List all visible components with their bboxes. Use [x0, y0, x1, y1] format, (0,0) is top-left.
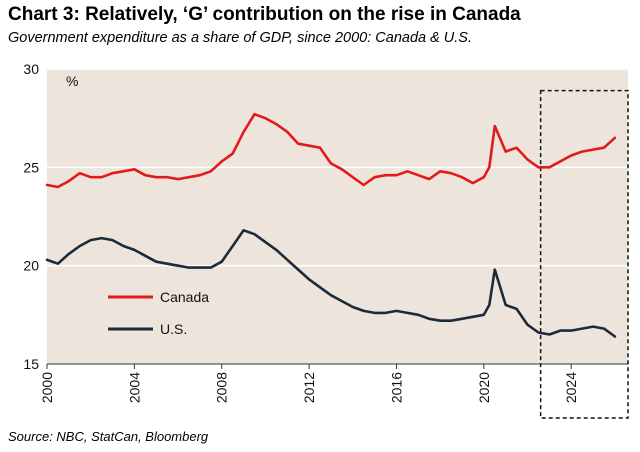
- legend-label: Canada: [160, 289, 209, 305]
- y-tick-label: 30: [23, 61, 39, 77]
- x-tick-label: 2004: [126, 372, 142, 403]
- axes: 15 20 25 30 2000 2004 2008 2012 2016 2020 2024: [23, 61, 628, 403]
- y-tick-label: 25: [23, 159, 39, 175]
- y-tick-label: 20: [23, 258, 39, 274]
- highlight-box: [539, 89, 629, 419]
- series-line-us: [45, 229, 617, 338]
- series-line-canada: [45, 112, 617, 189]
- chart-subtitle: Government expenditure as a share of GDP…: [8, 30, 472, 46]
- x-tick-label: 2000: [39, 372, 55, 403]
- legend-label: U.S.: [160, 321, 187, 337]
- x-tick-label: 2008: [214, 372, 230, 403]
- chart-title: Chart 3: Relatively, ‘G’ contribution on…: [8, 4, 521, 25]
- plot-area: [47, 69, 628, 364]
- source-note: Source: NBC, StatCan, Bloomberg: [8, 429, 209, 444]
- x-tick-label: 2020: [476, 372, 492, 403]
- x-tick-label: 2016: [388, 372, 404, 403]
- legend: Canada U.S.: [108, 289, 209, 337]
- series-lines: [45, 112, 617, 338]
- y-tick-label: 15: [23, 356, 39, 372]
- x-tick-label: 2024: [563, 372, 579, 403]
- unit-label: %: [66, 73, 78, 89]
- highlight-region: [539, 89, 629, 419]
- x-tick-label: 2012: [301, 372, 317, 403]
